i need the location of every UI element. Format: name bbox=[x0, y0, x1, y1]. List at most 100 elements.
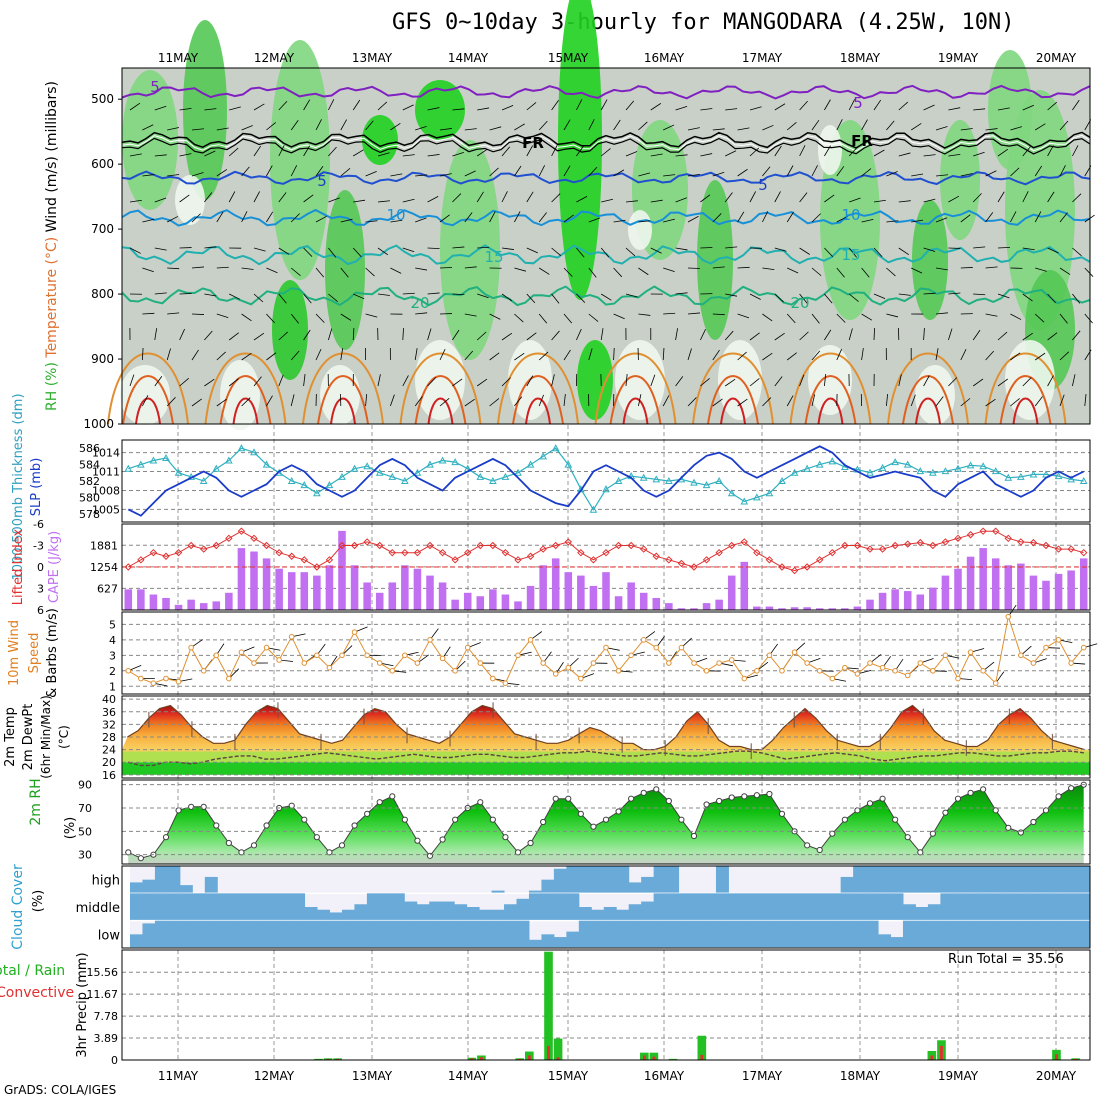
pressure-tick-label: 1000 bbox=[83, 417, 114, 431]
rh-point bbox=[1042, 807, 1050, 814]
wind-speed-point bbox=[540, 660, 546, 666]
cloud-cell bbox=[902, 866, 916, 894]
wind-speed-point bbox=[1043, 644, 1049, 651]
cape-bar bbox=[250, 551, 258, 610]
wind-barb bbox=[972, 378, 984, 387]
cloud-cell bbox=[940, 920, 954, 948]
wind-barb bbox=[786, 352, 797, 361]
wind-barb bbox=[873, 149, 885, 157]
cape-bar bbox=[753, 606, 761, 610]
rh-patch bbox=[270, 40, 330, 280]
wind-barb bbox=[167, 267, 180, 270]
wind-barb bbox=[675, 292, 688, 295]
cloud-cell bbox=[691, 920, 705, 948]
wind-barb bbox=[811, 165, 818, 177]
cloud-cell bbox=[404, 901, 418, 921]
wind-barb bbox=[191, 398, 202, 407]
wind-barb bbox=[600, 99, 608, 111]
rh-point bbox=[766, 790, 773, 798]
wind-barb bbox=[799, 192, 808, 203]
cloud-cell bbox=[653, 866, 667, 894]
rh-point bbox=[225, 839, 232, 847]
wind-speed-point bbox=[754, 667, 760, 674]
wind-barb bbox=[390, 394, 395, 407]
wind-barb bbox=[600, 328, 604, 341]
profile-ylabel: RH (%) Temperature (°C) Wind (m/s) (mill… bbox=[44, 81, 60, 411]
rh-point bbox=[439, 836, 446, 843]
wind-barb bbox=[303, 293, 312, 304]
wind-speed-point bbox=[691, 660, 697, 666]
cloud-cell bbox=[828, 920, 842, 948]
wind-barb bbox=[811, 119, 820, 131]
profile-ylabel-part: (millibars) bbox=[44, 81, 60, 152]
thickness-point bbox=[401, 476, 409, 484]
rh-patch bbox=[912, 200, 948, 320]
wind-barb bbox=[290, 165, 298, 177]
contour-40c bbox=[720, 397, 746, 425]
cape-bar bbox=[627, 582, 635, 610]
wind-speed-point bbox=[452, 667, 458, 674]
date-label-top: 20MAY bbox=[1036, 51, 1077, 65]
wind-barb bbox=[923, 154, 936, 157]
wind-barb bbox=[700, 247, 713, 249]
wind-speed-point bbox=[640, 637, 647, 643]
wind-barb bbox=[241, 125, 253, 131]
precip-conv-bar bbox=[479, 1057, 483, 1060]
wind-barb bbox=[166, 397, 176, 407]
wind-barb bbox=[836, 119, 843, 131]
wind-barb bbox=[613, 347, 615, 361]
wind-barb bbox=[700, 329, 706, 341]
cloud-cell bbox=[1040, 866, 1054, 894]
rh-point bbox=[125, 849, 132, 856]
cloud-cell bbox=[578, 907, 592, 921]
wind-barb bbox=[340, 218, 353, 223]
cloud-cell bbox=[267, 893, 281, 921]
cape-ylabel: CAPE (J/kg) bbox=[47, 531, 62, 603]
wind-barb bbox=[129, 247, 141, 254]
pressure-tick-label: 800 bbox=[91, 287, 114, 301]
wind-barb bbox=[402, 104, 414, 111]
cloud-cell bbox=[803, 920, 817, 948]
cloud-cell bbox=[628, 904, 642, 921]
cloud-cell bbox=[379, 893, 393, 921]
thickness-point bbox=[916, 467, 925, 475]
thickness-point bbox=[476, 472, 485, 480]
precip-conv-bar bbox=[930, 1055, 934, 1060]
wind-barb bbox=[861, 348, 864, 361]
cloud-cell bbox=[354, 920, 368, 948]
contour-label: 5 bbox=[317, 172, 327, 190]
cape-bar bbox=[715, 599, 723, 610]
cloud-cell bbox=[167, 893, 181, 921]
wind-barb bbox=[501, 191, 508, 203]
wind-barb bbox=[1072, 193, 1082, 203]
wind-barb bbox=[179, 328, 185, 341]
wind-barb bbox=[911, 173, 924, 177]
contour-label: 5 bbox=[150, 78, 160, 96]
wind-barb bbox=[1047, 191, 1055, 203]
rh-patch bbox=[415, 80, 465, 140]
wind-speed-point bbox=[389, 667, 396, 674]
wind-barb bbox=[563, 349, 571, 361]
wind-barb bbox=[266, 395, 273, 407]
wind-speed-point bbox=[1005, 613, 1012, 620]
contour-line bbox=[121, 285, 1091, 307]
cape-bar bbox=[137, 589, 145, 610]
cloud-cell bbox=[329, 920, 343, 948]
wind-barb bbox=[427, 107, 440, 111]
thickness-point bbox=[979, 462, 987, 470]
cloud-cell bbox=[516, 898, 530, 921]
rh-point bbox=[540, 818, 547, 826]
wind-barb bbox=[1047, 101, 1058, 111]
wind-barb bbox=[725, 293, 738, 297]
rh-point bbox=[364, 810, 371, 817]
cloud-cell bbox=[566, 866, 580, 894]
cape-bar bbox=[401, 565, 409, 610]
wind-barb bbox=[1022, 332, 1033, 341]
cape-tick-label: 1254 bbox=[90, 561, 118, 574]
wind-barb bbox=[601, 198, 613, 203]
cloud-cell bbox=[154, 920, 168, 948]
li-point bbox=[765, 556, 774, 564]
wind-barb bbox=[774, 293, 784, 303]
wind-barb bbox=[911, 219, 924, 223]
slp-ylabel: SLP (mb) bbox=[29, 458, 44, 517]
